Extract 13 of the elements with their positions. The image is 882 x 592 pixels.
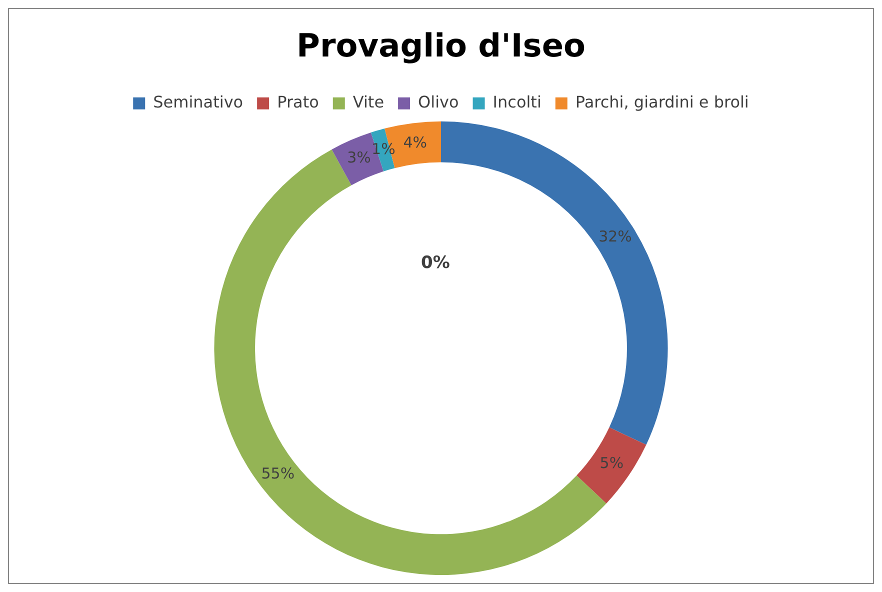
data-label: 3%: [347, 148, 371, 167]
text: 0%: [421, 253, 450, 273]
data-label: 55%: [261, 464, 295, 483]
chart-title: Provaglio d'Iseo: [296, 26, 586, 65]
data-label: 5%: [600, 454, 624, 472]
legend-label: Incolti: [492, 92, 542, 112]
legend-label: Prato: [277, 92, 319, 112]
legend-label: Vite: [352, 92, 384, 112]
legend-label: Seminativo: [153, 92, 244, 112]
data-label: 4%: [403, 133, 428, 152]
legend-label: Olivo: [418, 92, 459, 112]
legend-label: Parchi, giardini e broli: [575, 92, 749, 112]
data-label: 32%: [598, 228, 632, 246]
